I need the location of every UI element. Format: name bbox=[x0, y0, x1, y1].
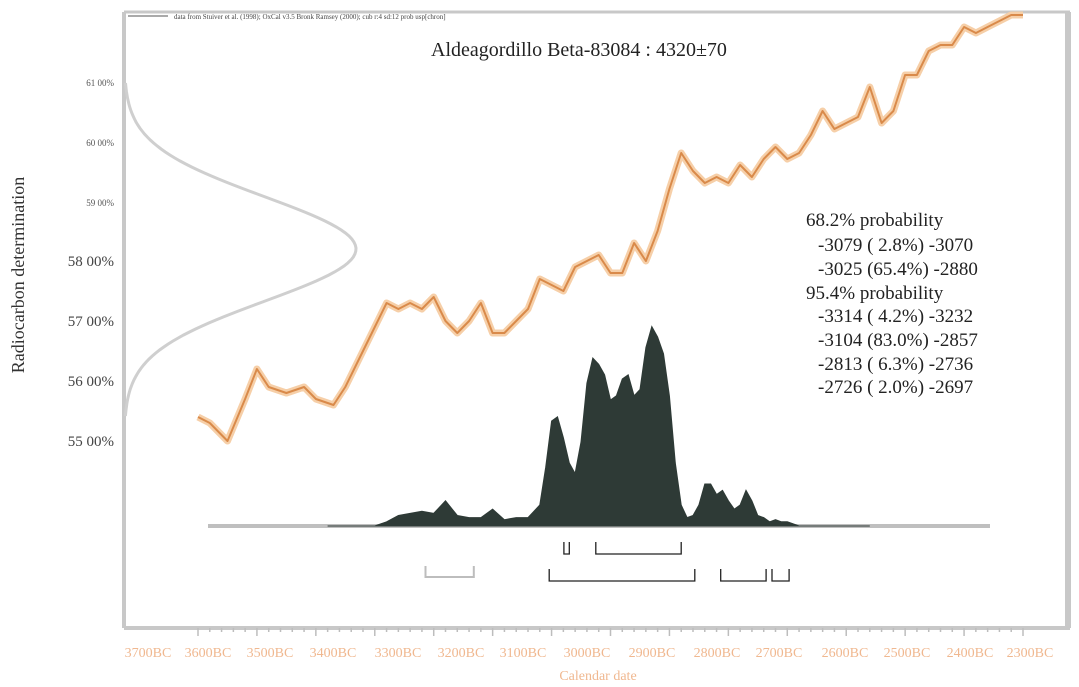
x-tick-label: 2500BC bbox=[884, 646, 931, 661]
x-axis-label: Calendar date bbox=[559, 669, 636, 684]
x-tick-label: 3700BC bbox=[125, 646, 172, 661]
range-95-bracket-4 bbox=[771, 569, 790, 582]
x-tick-label: 2800BC bbox=[694, 646, 741, 661]
x-tick-label: 2300BC bbox=[1007, 646, 1054, 661]
x-tick-labels: 3700BC 3600BC 3500BC 3400BC 3300BC 3200BC 3100… bbox=[125, 646, 1054, 661]
posterior-distribution-group bbox=[208, 325, 990, 528]
x-tick-label: 2600BC bbox=[822, 646, 869, 661]
x-tick-label: 2900BC bbox=[629, 646, 676, 661]
x-tick-label: 3200BC bbox=[438, 646, 485, 661]
range-95-bracket-3 bbox=[720, 569, 767, 582]
p95-range-2: -3104 (83.0%) -2857 bbox=[818, 330, 978, 351]
y-tick-label: 57 00% bbox=[68, 314, 114, 330]
p68-range-2: -3025 (65.4%) -2880 bbox=[818, 259, 978, 280]
probability-text-block: 68.2% probability -3079 ( 2.8%) -3070 -3… bbox=[806, 210, 978, 398]
range-95-bracket-2 bbox=[548, 569, 696, 582]
x-tick-label: 3500BC bbox=[247, 646, 294, 661]
p95-label: 95.4% probability bbox=[806, 283, 944, 304]
y-tick-label: 58 00% bbox=[68, 254, 114, 270]
range-brackets-group bbox=[424, 542, 790, 582]
p95-range-1: -3314 ( 4.2%) -3232 bbox=[818, 306, 973, 327]
range-68-bracket-1 bbox=[563, 542, 570, 555]
y-tick-labels: 61 00% 60 00% 59 00% 58 00% 57 00% 56 00% 55 0… bbox=[68, 78, 115, 450]
measurement-curve-group bbox=[123, 82, 358, 417]
measurement-distribution-curve bbox=[123, 82, 358, 417]
calibration-curve-line bbox=[197, 14, 1023, 442]
y-tick-label: 59 00% bbox=[86, 198, 114, 208]
range-95-bracket-1 bbox=[424, 566, 475, 578]
x-tick-label: 3000BC bbox=[564, 646, 611, 661]
x-tick-label: 2400BC bbox=[947, 646, 994, 661]
y-tick-label: 61 00% bbox=[86, 78, 114, 88]
x-tick-label: 2700BC bbox=[756, 646, 803, 661]
y-tick-label: 60 00% bbox=[86, 138, 114, 148]
x-tick-label: 3100BC bbox=[500, 646, 547, 661]
p68-range-1: -3079 ( 2.8%) -3070 bbox=[818, 235, 973, 256]
p95-range-4: -2726 ( 2.0%) -2697 bbox=[818, 377, 973, 398]
range-68-bracket-2 bbox=[595, 542, 682, 555]
p95-range-3: -2813 ( 6.3%) -2736 bbox=[818, 354, 973, 375]
calibration-curve-group bbox=[196, 11, 1023, 445]
x-tick-label: 3600BC bbox=[185, 646, 232, 661]
x-tick-label: 3300BC bbox=[375, 646, 422, 661]
chart-title: Aldeagordillo Beta-83084 : 4320±70 bbox=[431, 39, 727, 61]
y-tick-label: 55 00% bbox=[68, 434, 114, 450]
y-axis-label: Radiocarbon determination bbox=[8, 177, 28, 373]
p68-label: 68.2% probability bbox=[806, 210, 944, 231]
x-tick-label: 3400BC bbox=[310, 646, 357, 661]
credit-text: data from Stuiver et al. (1998); OxCal v… bbox=[174, 13, 446, 21]
chart-frame bbox=[122, 10, 1071, 636]
posterior-area bbox=[327, 325, 870, 527]
y-tick-label: 56 00% bbox=[68, 374, 114, 390]
